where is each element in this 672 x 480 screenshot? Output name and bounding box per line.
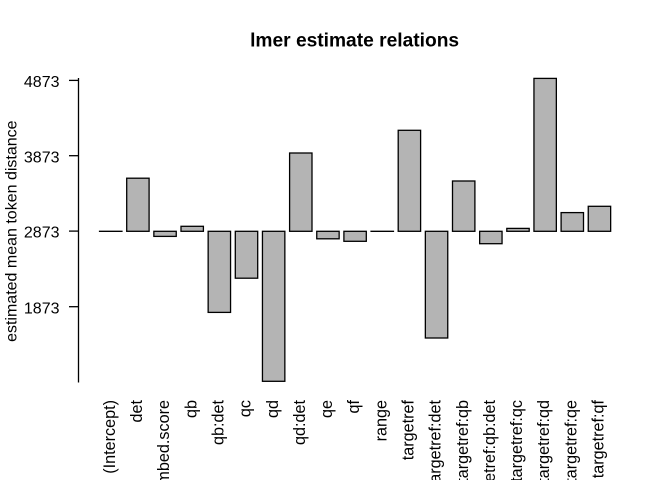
svg-text:qb:det: qb:det bbox=[209, 400, 227, 446]
svg-text:qc: qc bbox=[237, 400, 255, 417]
svg-text:3873: 3873 bbox=[24, 149, 60, 166]
svg-text:targetref:det: targetref:det bbox=[427, 400, 445, 480]
svg-text:4873: 4873 bbox=[24, 74, 60, 91]
svg-text:qf: qf bbox=[345, 400, 363, 414]
svg-text:qd: qd bbox=[264, 400, 282, 418]
svg-text:qb: qb bbox=[182, 400, 200, 418]
svg-text:1873: 1873 bbox=[24, 300, 60, 317]
svg-text:targetref:qc: targetref:qc bbox=[508, 400, 526, 480]
svg-text:targetref:qb:det: targetref:qb:det bbox=[481, 400, 499, 480]
svg-text:det: det bbox=[128, 400, 146, 423]
svg-text:estimated mean token distance: estimated mean token distance bbox=[3, 120, 20, 342]
svg-text:targetref:qf: targetref:qf bbox=[590, 400, 608, 479]
svg-text:targetref: targetref bbox=[400, 400, 418, 461]
svg-text:range: range bbox=[372, 400, 390, 441]
svg-text:targetref:qb: targetref:qb bbox=[454, 400, 472, 480]
svg-text:embed.score: embed.score bbox=[155, 400, 173, 480]
svg-text:qd:det: qd:det bbox=[291, 400, 309, 446]
svg-text:targetref:qe: targetref:qe bbox=[562, 400, 580, 480]
svg-text:qe: qe bbox=[318, 400, 336, 418]
svg-text:2873: 2873 bbox=[24, 225, 60, 242]
svg-text:targetref:qd: targetref:qd bbox=[535, 400, 553, 480]
svg-text:lmer estimate relations: lmer estimate relations bbox=[250, 31, 459, 52]
svg-text:(Intercept): (Intercept) bbox=[101, 400, 119, 474]
